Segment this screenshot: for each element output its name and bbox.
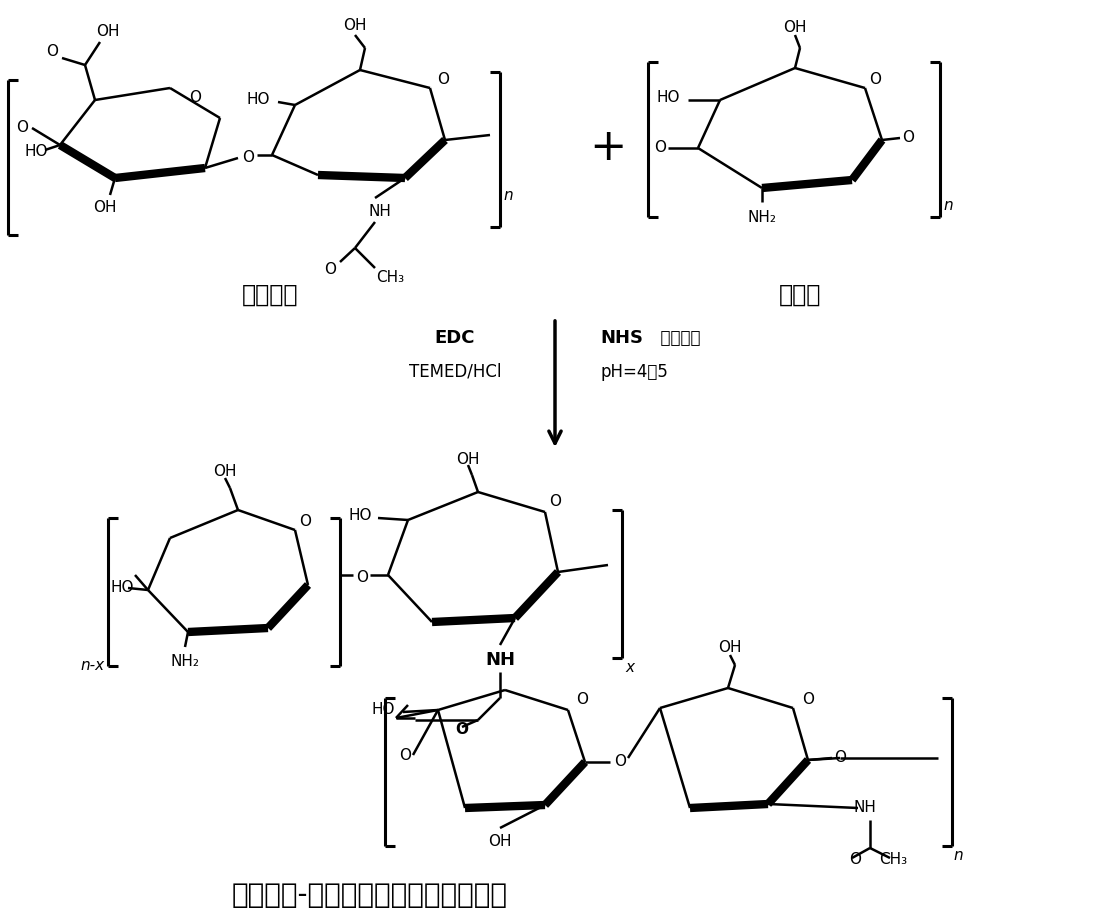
Text: OH: OH bbox=[214, 464, 237, 480]
Text: EDC: EDC bbox=[435, 329, 476, 347]
Text: HO: HO bbox=[371, 703, 395, 717]
Text: 壳聚糖: 壳聚糖 bbox=[778, 283, 821, 307]
Text: O: O bbox=[324, 262, 336, 278]
Text: NH: NH bbox=[486, 651, 515, 669]
Text: NH₂: NH₂ bbox=[748, 210, 776, 226]
Text: n: n bbox=[944, 197, 952, 212]
Text: O: O bbox=[299, 515, 310, 529]
Text: NH₂: NH₂ bbox=[171, 654, 199, 669]
Text: OH: OH bbox=[96, 25, 120, 39]
Text: OH: OH bbox=[456, 452, 480, 467]
Text: O: O bbox=[242, 151, 254, 165]
Text: TEMED/HCl: TEMED/HCl bbox=[408, 363, 501, 381]
Text: NHS: NHS bbox=[600, 329, 643, 347]
Text: O: O bbox=[356, 570, 368, 586]
Text: CH₃: CH₃ bbox=[879, 853, 907, 867]
Text: O: O bbox=[46, 45, 58, 59]
Text: HO: HO bbox=[110, 580, 133, 596]
Text: OH: OH bbox=[94, 200, 117, 216]
Text: HO: HO bbox=[25, 144, 48, 160]
Text: CH₃: CH₃ bbox=[375, 271, 404, 285]
Text: HO: HO bbox=[656, 90, 680, 105]
Text: O: O bbox=[802, 693, 814, 707]
Text: O: O bbox=[189, 90, 201, 105]
Text: OH: OH bbox=[344, 17, 367, 33]
Text: O: O bbox=[456, 722, 469, 738]
Text: HO: HO bbox=[247, 92, 270, 108]
Text: NH: NH bbox=[369, 205, 392, 219]
Text: O: O bbox=[437, 72, 449, 88]
Text: O: O bbox=[576, 693, 588, 707]
Text: OH: OH bbox=[718, 641, 742, 655]
Text: O: O bbox=[849, 853, 861, 867]
Text: O: O bbox=[17, 121, 28, 135]
Text: O: O bbox=[549, 494, 562, 509]
Text: 透明质酸: 透明质酸 bbox=[242, 283, 298, 307]
Text: n-x: n-x bbox=[80, 657, 105, 673]
Text: NH: NH bbox=[853, 801, 876, 815]
Text: O: O bbox=[902, 131, 914, 145]
Text: O: O bbox=[654, 141, 666, 155]
Text: 室温搨拌: 室温搨拌 bbox=[650, 329, 700, 347]
Text: HO: HO bbox=[349, 508, 372, 524]
Text: pH=4～5: pH=4～5 bbox=[600, 363, 668, 381]
Text: O: O bbox=[614, 754, 626, 770]
Text: +: + bbox=[589, 126, 626, 169]
Text: O: O bbox=[869, 72, 881, 88]
Text: OH: OH bbox=[488, 834, 512, 849]
Text: O: O bbox=[399, 748, 411, 762]
Text: n: n bbox=[503, 187, 513, 203]
Text: 透明质酸-壳聚糖交联生物相容性材料: 透明质酸-壳聚糖交联生物相容性材料 bbox=[232, 881, 508, 909]
Text: x: x bbox=[625, 661, 634, 675]
Text: n: n bbox=[953, 847, 962, 863]
Text: O: O bbox=[833, 750, 846, 766]
Text: OH: OH bbox=[783, 20, 807, 36]
